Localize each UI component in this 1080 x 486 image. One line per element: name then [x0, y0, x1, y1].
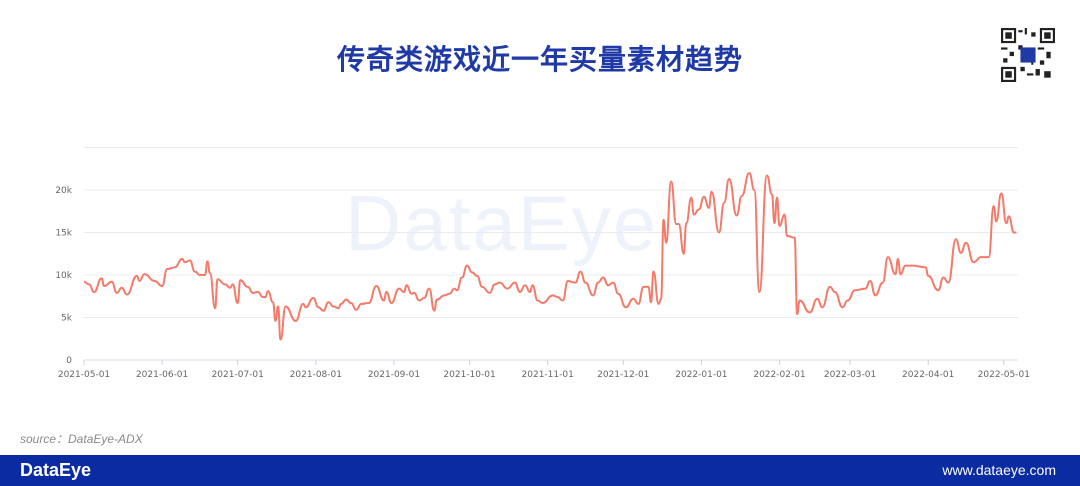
y-tick-label: 10k [55, 271, 72, 281]
x-tick-label: 2022-05-01 [978, 370, 1030, 380]
source-note: source：DataEye-ADX [20, 432, 143, 446]
footer-logo: DataEye [20, 460, 92, 480]
x-tick-label: 2022-04-01 [902, 370, 954, 380]
watermark: DataEye [345, 179, 659, 267]
qr-code-icon [1001, 28, 1055, 82]
x-tick-label: 2021-11-01 [522, 370, 574, 380]
x-tick-label: 2022-03-01 [824, 370, 876, 380]
x-tick-label: 2021-07-01 [212, 370, 264, 380]
y-tick-label: 20k [55, 186, 72, 196]
y-tick-label: 5k [61, 314, 73, 324]
line-chart: 0 5k 10k 15k 20k 2021-05-01 2021-06-01 2021-07-… [55, 147, 1030, 380]
y-tick-label: 15k [55, 229, 72, 239]
x-tick-label: 2022-02-01 [753, 370, 805, 380]
x-tick-label: 2021-09-01 [368, 370, 420, 380]
series-line [83, 172, 1017, 341]
x-tick-label: 2021-06-01 [136, 370, 188, 380]
x-tick-label: 2021-08-01 [290, 370, 342, 380]
x-tick-label: 2021-12-01 [597, 370, 649, 380]
page-title: 传奇类游戏近一年买量素材趋势 [336, 43, 743, 76]
footer-bar: DataEye www.dataeye.com [0, 455, 1080, 486]
x-tick-label: 2021-05-01 [58, 370, 110, 380]
y-tick-label: 0 [66, 356, 72, 366]
x-tick-label: 2022-01-01 [675, 370, 727, 380]
x-tick-label: 2021-10-01 [443, 370, 495, 380]
footer-url[interactable]: www.dataeye.com [942, 462, 1056, 478]
